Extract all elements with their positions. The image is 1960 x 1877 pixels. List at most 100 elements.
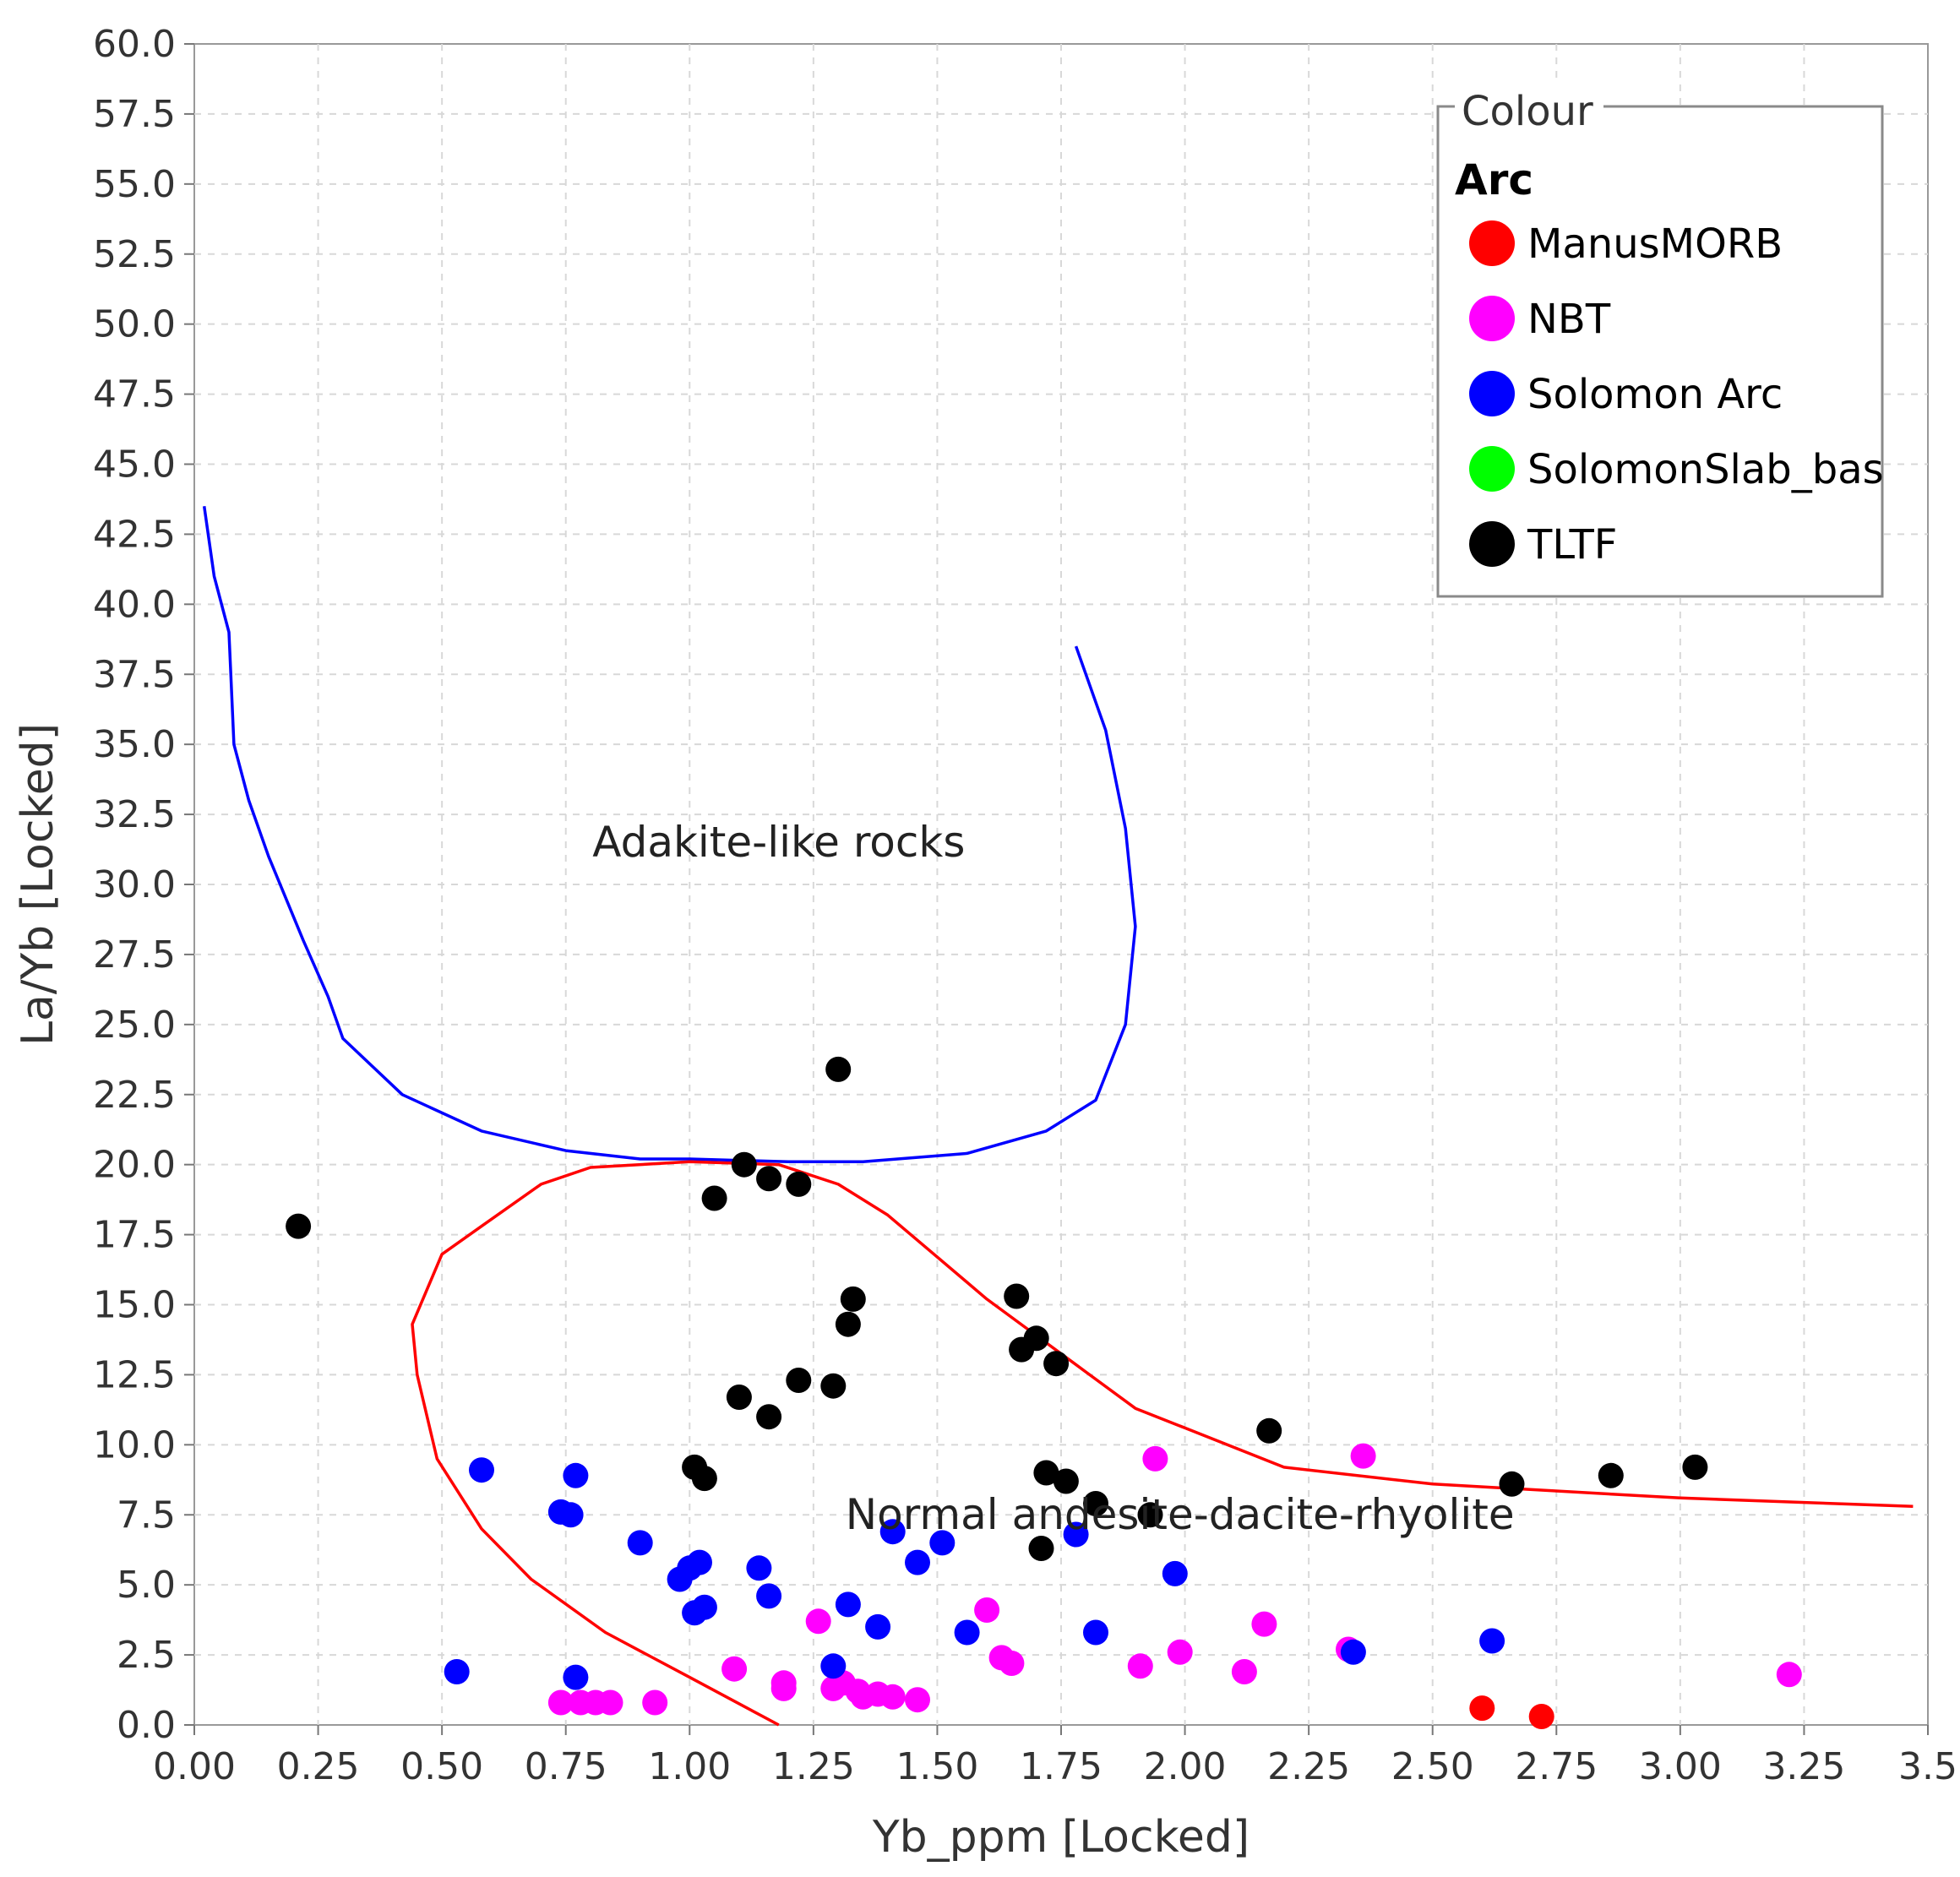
point-tltf <box>1682 1454 1708 1480</box>
point-tltf <box>1256 1417 1282 1444</box>
y-tick-label: 17.5 <box>93 1214 176 1257</box>
point-nbt <box>721 1656 748 1682</box>
legend-entry-label: Solomon Arc <box>1527 371 1783 418</box>
point-nbt <box>1231 1659 1257 1684</box>
legend-marker <box>1469 296 1515 341</box>
legend-entry-label: NBT <box>1527 296 1611 343</box>
legend-entry-label: TLTF <box>1527 521 1617 569</box>
legend-marker <box>1469 521 1515 567</box>
point-tltf <box>1004 1283 1030 1309</box>
point-manusmorb <box>1469 1695 1495 1722</box>
y-axis-label: La/Yb [Locked] <box>13 723 63 1046</box>
point-nbt <box>879 1684 906 1710</box>
y-tick-label: 27.5 <box>93 933 176 977</box>
x-tick-label: 2.00 <box>1144 1745 1227 1788</box>
point-solomon-arc <box>865 1613 891 1640</box>
y-tick-label: 12.5 <box>93 1353 176 1396</box>
y-tick-label: 37.5 <box>93 653 176 696</box>
point-solomon-arc <box>1083 1619 1108 1646</box>
x-tick-label: 1.75 <box>1020 1745 1102 1788</box>
point-tltf <box>1033 1460 1059 1486</box>
y-tick-label: 20.0 <box>93 1144 176 1187</box>
point-nbt <box>905 1687 930 1713</box>
x-tick-label: 0.25 <box>277 1745 360 1788</box>
point-solomon-arc <box>1162 1560 1188 1586</box>
point-nbt <box>1350 1443 1376 1469</box>
x-tick-label: 3.5 <box>1898 1745 1957 1788</box>
point-solomon-arc <box>558 1502 584 1528</box>
point-tltf <box>286 1213 312 1239</box>
point-tltf <box>1499 1471 1525 1497</box>
y-tick-label: 25.0 <box>93 1004 176 1047</box>
x-tick-label: 2.25 <box>1267 1745 1350 1788</box>
chart-annotations: Adakite-like rocks Normal andesite-dacite… <box>592 818 1514 1539</box>
legend-frame <box>1436 105 1884 598</box>
point-nbt <box>1167 1639 1193 1665</box>
point-nbt <box>1776 1662 1802 1688</box>
point-solomon-arc <box>820 1653 847 1679</box>
y-tick-label: 45.0 <box>93 443 176 487</box>
y-tick-label: 55.0 <box>93 163 176 206</box>
legend-entry-label: SolomonSlab_bas <box>1527 446 1884 493</box>
y-axis-ticks: 0.0 2.5 5.0 7.5 10.0 12.5 15.0 17.5 20.0 22.5 25.0… <box>93 23 194 1747</box>
annotation-label: Adakite-like rocks <box>592 818 965 867</box>
y-tick-label: 47.5 <box>93 373 176 416</box>
x-tick-label: 2.75 <box>1515 1745 1598 1788</box>
x-tick-label: 0.50 <box>400 1745 483 1788</box>
x-tick-label: 1.00 <box>648 1745 731 1788</box>
point-tltf <box>1137 1502 1163 1528</box>
point-tltf <box>825 1056 852 1082</box>
point-solomon-arc <box>746 1555 772 1581</box>
x-tick-label: 1.25 <box>772 1745 855 1788</box>
point-manusmorb <box>1528 1704 1554 1729</box>
point-solomon-arc <box>879 1519 906 1545</box>
grid-lines <box>194 44 1928 1725</box>
boundary-adakite <box>202 506 1137 1164</box>
point-nbt <box>1142 1445 1168 1472</box>
point-tltf <box>1023 1325 1049 1352</box>
point-tltf <box>691 1466 717 1492</box>
y-tick-label: 42.5 <box>93 513 176 556</box>
y-tick-label: 22.5 <box>93 1074 176 1117</box>
x-tick-label: 3.25 <box>1762 1745 1845 1788</box>
point-nbt <box>974 1597 1000 1623</box>
point-solomon-arc <box>469 1457 494 1483</box>
point-nbt <box>999 1651 1025 1676</box>
x-tick-label: 1.50 <box>896 1745 978 1788</box>
x-tick-label: 3.00 <box>1639 1745 1722 1788</box>
y-tick-label: 57.5 <box>93 93 176 136</box>
y-tick-label: 60.0 <box>93 23 176 66</box>
point-tltf <box>756 1404 782 1430</box>
y-tick-label: 15.0 <box>93 1284 176 1327</box>
point-solomon-arc <box>444 1659 470 1684</box>
y-tick-label: 7.5 <box>117 1493 176 1537</box>
point-solomon-arc <box>835 1591 861 1618</box>
point-solomon-arc <box>563 1664 589 1690</box>
data-points <box>286 1056 1802 1729</box>
legend-group-label: Arc <box>1455 155 1533 204</box>
point-solomon-arc <box>687 1549 712 1575</box>
legend-marker <box>1469 371 1515 416</box>
y-tick-label: 50.0 <box>93 303 176 346</box>
x-tick-label: 0.75 <box>525 1745 607 1788</box>
point-solomon-arc <box>691 1594 717 1620</box>
point-solomon-arc <box>756 1583 782 1609</box>
point-nbt <box>642 1689 668 1716</box>
y-tick-label: 35.0 <box>93 723 176 766</box>
point-nbt <box>597 1689 623 1716</box>
point-solomon-arc <box>563 1462 589 1488</box>
y-tick-label: 40.0 <box>93 583 176 626</box>
point-nbt <box>547 1689 574 1716</box>
y-tick-label: 30.0 <box>93 863 176 906</box>
point-tltf <box>1043 1351 1070 1377</box>
point-solomon-arc <box>1063 1521 1089 1548</box>
point-solomon-arc <box>1479 1628 1505 1654</box>
legend-title: Colour <box>1462 88 1593 135</box>
legend: Colour Arc ManusMORB NBT Solomon Arc Solomo… <box>1436 84 1884 598</box>
annotation-label: Normal andesite-dacite-rhyolite <box>846 1490 1515 1539</box>
point-tltf <box>726 1385 752 1410</box>
point-tltf <box>1083 1491 1108 1516</box>
y-tick-label: 32.5 <box>93 793 176 836</box>
x-tick-label: 2.50 <box>1391 1745 1474 1788</box>
